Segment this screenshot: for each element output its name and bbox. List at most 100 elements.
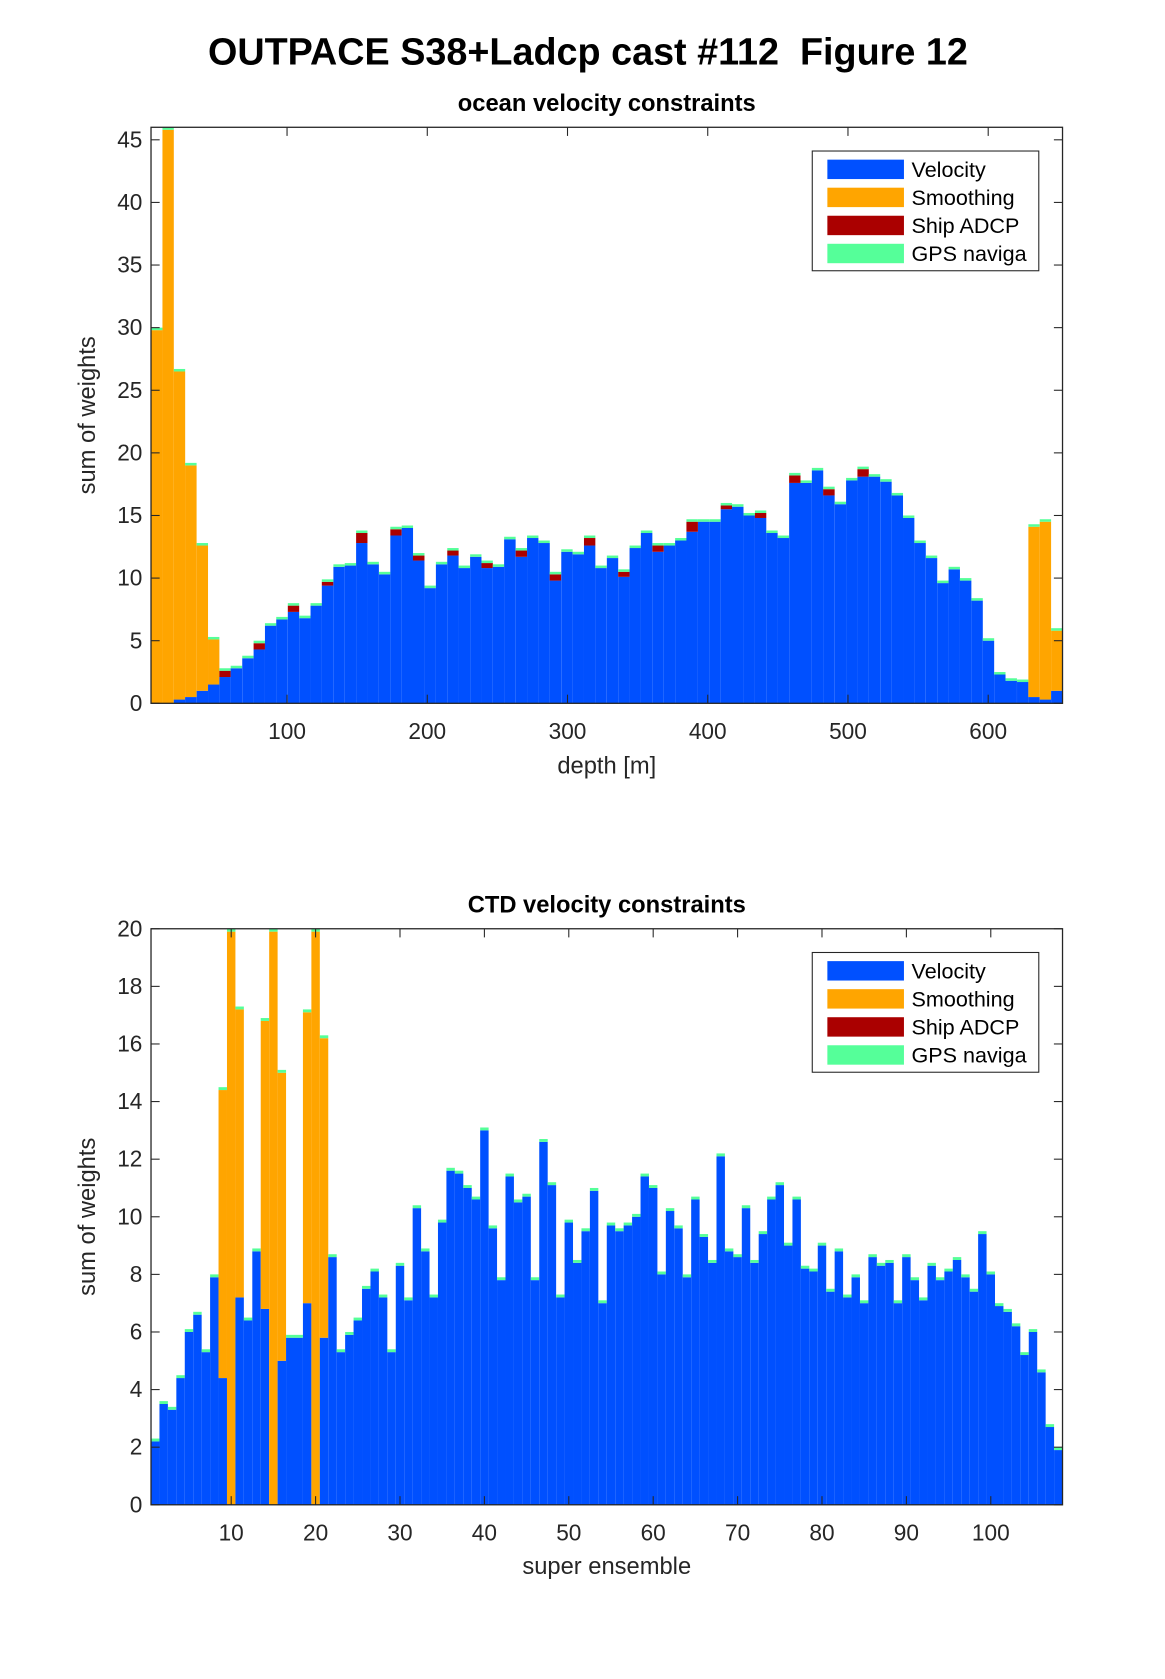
bar-segment <box>750 1259 759 1263</box>
bar-segment <box>731 504 744 507</box>
bar-segment <box>429 1297 438 1505</box>
bar-segment <box>243 1317 253 1321</box>
legend-label: Smoothing <box>912 185 1015 210</box>
bar-segment <box>328 1257 337 1505</box>
y-tick-label: 6 <box>130 1319 143 1345</box>
bar-segment <box>333 566 345 704</box>
bar-segment <box>302 1009 312 1013</box>
bar-segment <box>242 655 254 659</box>
bar-segment <box>176 1375 185 1379</box>
bar-segment <box>310 605 322 704</box>
bar-segment <box>437 1222 447 1505</box>
bar-segment <box>1028 697 1040 704</box>
bar-segment <box>572 554 584 704</box>
bar-segment <box>623 1225 633 1505</box>
x-tick-label: 200 <box>408 718 446 744</box>
y-tick-label: 0 <box>130 1491 143 1517</box>
bar-segment <box>561 551 573 704</box>
bar-segment <box>789 482 801 704</box>
bar-segment <box>504 536 516 540</box>
bar-segment <box>978 1234 987 1505</box>
bar-segment <box>151 327 163 331</box>
bar-segment <box>595 568 607 704</box>
bar-segment <box>754 517 767 704</box>
bar-segment <box>1045 1424 1055 1428</box>
bar-segment <box>404 1300 413 1505</box>
bar-segment <box>868 476 881 704</box>
bar-segment <box>851 1274 860 1278</box>
bar-segment <box>708 1262 717 1505</box>
bar-segment <box>547 1182 557 1186</box>
bar-segment <box>276 619 288 704</box>
x-tick-label: 80 <box>809 1519 834 1545</box>
bar-segment <box>629 545 641 549</box>
bar-segment <box>995 1306 1004 1505</box>
bar-segment <box>598 1303 607 1505</box>
bar-segment <box>151 1438 160 1442</box>
bar-segment <box>480 1130 489 1505</box>
figure-title: OUTPACE S38+Ladcp cast #112 Figure 12 <box>208 31 968 73</box>
y-tick-label: 15 <box>117 502 142 528</box>
bar-segment <box>754 512 767 518</box>
bar-segment <box>243 1320 253 1505</box>
bar-segment <box>682 1274 692 1278</box>
bar-segment <box>581 1228 590 1232</box>
axes-title: ocean velocity constraints <box>458 91 756 117</box>
bar-segment <box>823 486 835 490</box>
y-tick-label: 30 <box>117 314 142 340</box>
bar-segment <box>944 1271 953 1505</box>
bar-segment <box>709 519 721 522</box>
bar-segment <box>185 465 197 698</box>
bar-segment <box>767 1199 776 1505</box>
bar-segment <box>208 684 220 704</box>
bar-segment <box>219 677 231 704</box>
bar-segment <box>640 1173 649 1177</box>
bar-segment <box>395 1262 405 1266</box>
bar-segment <box>390 526 402 530</box>
bar-segment <box>310 603 322 606</box>
bar-segment <box>589 1190 599 1505</box>
bar-segment <box>253 640 265 644</box>
bar-segment <box>463 1187 472 1505</box>
bar-segment <box>185 462 197 466</box>
bar-segment <box>851 1277 860 1505</box>
bar-segment <box>1028 1331 1038 1505</box>
bar-segment <box>665 1208 675 1212</box>
bar-segment <box>390 529 402 536</box>
bar-segment <box>549 574 562 581</box>
bar-segment <box>538 543 550 704</box>
bar-segment <box>583 538 596 546</box>
y-tick-label: 25 <box>117 377 142 403</box>
bar-segment <box>480 1127 489 1131</box>
bar-segment <box>811 470 824 704</box>
bar-segment <box>640 533 653 704</box>
bar-segment <box>893 1303 903 1505</box>
bar-segment <box>652 545 664 552</box>
bar-segment <box>615 1231 624 1505</box>
bar-segment <box>264 623 277 626</box>
bar-segment <box>817 1245 827 1505</box>
bar-segment <box>741 1205 751 1209</box>
bar-segment <box>686 519 698 522</box>
x-tick-label: 60 <box>641 1519 666 1545</box>
bar-segment <box>868 1254 877 1258</box>
bar-segment <box>505 1176 514 1505</box>
bar-segment <box>252 1248 261 1252</box>
bar-segment <box>1011 1323 1021 1327</box>
bar-segment <box>173 699 186 704</box>
bar-segment <box>527 538 539 704</box>
axes-box <box>150 126 1064 704</box>
bar-segment <box>709 521 721 704</box>
bar-segment <box>809 1271 818 1505</box>
bar-segment <box>356 543 368 704</box>
bar-segment <box>378 1294 388 1298</box>
bar-segment <box>201 1352 211 1505</box>
bar-segment <box>731 506 744 704</box>
bar-segment <box>336 1352 346 1505</box>
bar-segment <box>242 658 254 704</box>
bar-segment <box>488 1228 498 1505</box>
bar-segment <box>424 585 436 589</box>
bar-segment <box>724 1251 734 1505</box>
bar-segment <box>792 1196 801 1200</box>
